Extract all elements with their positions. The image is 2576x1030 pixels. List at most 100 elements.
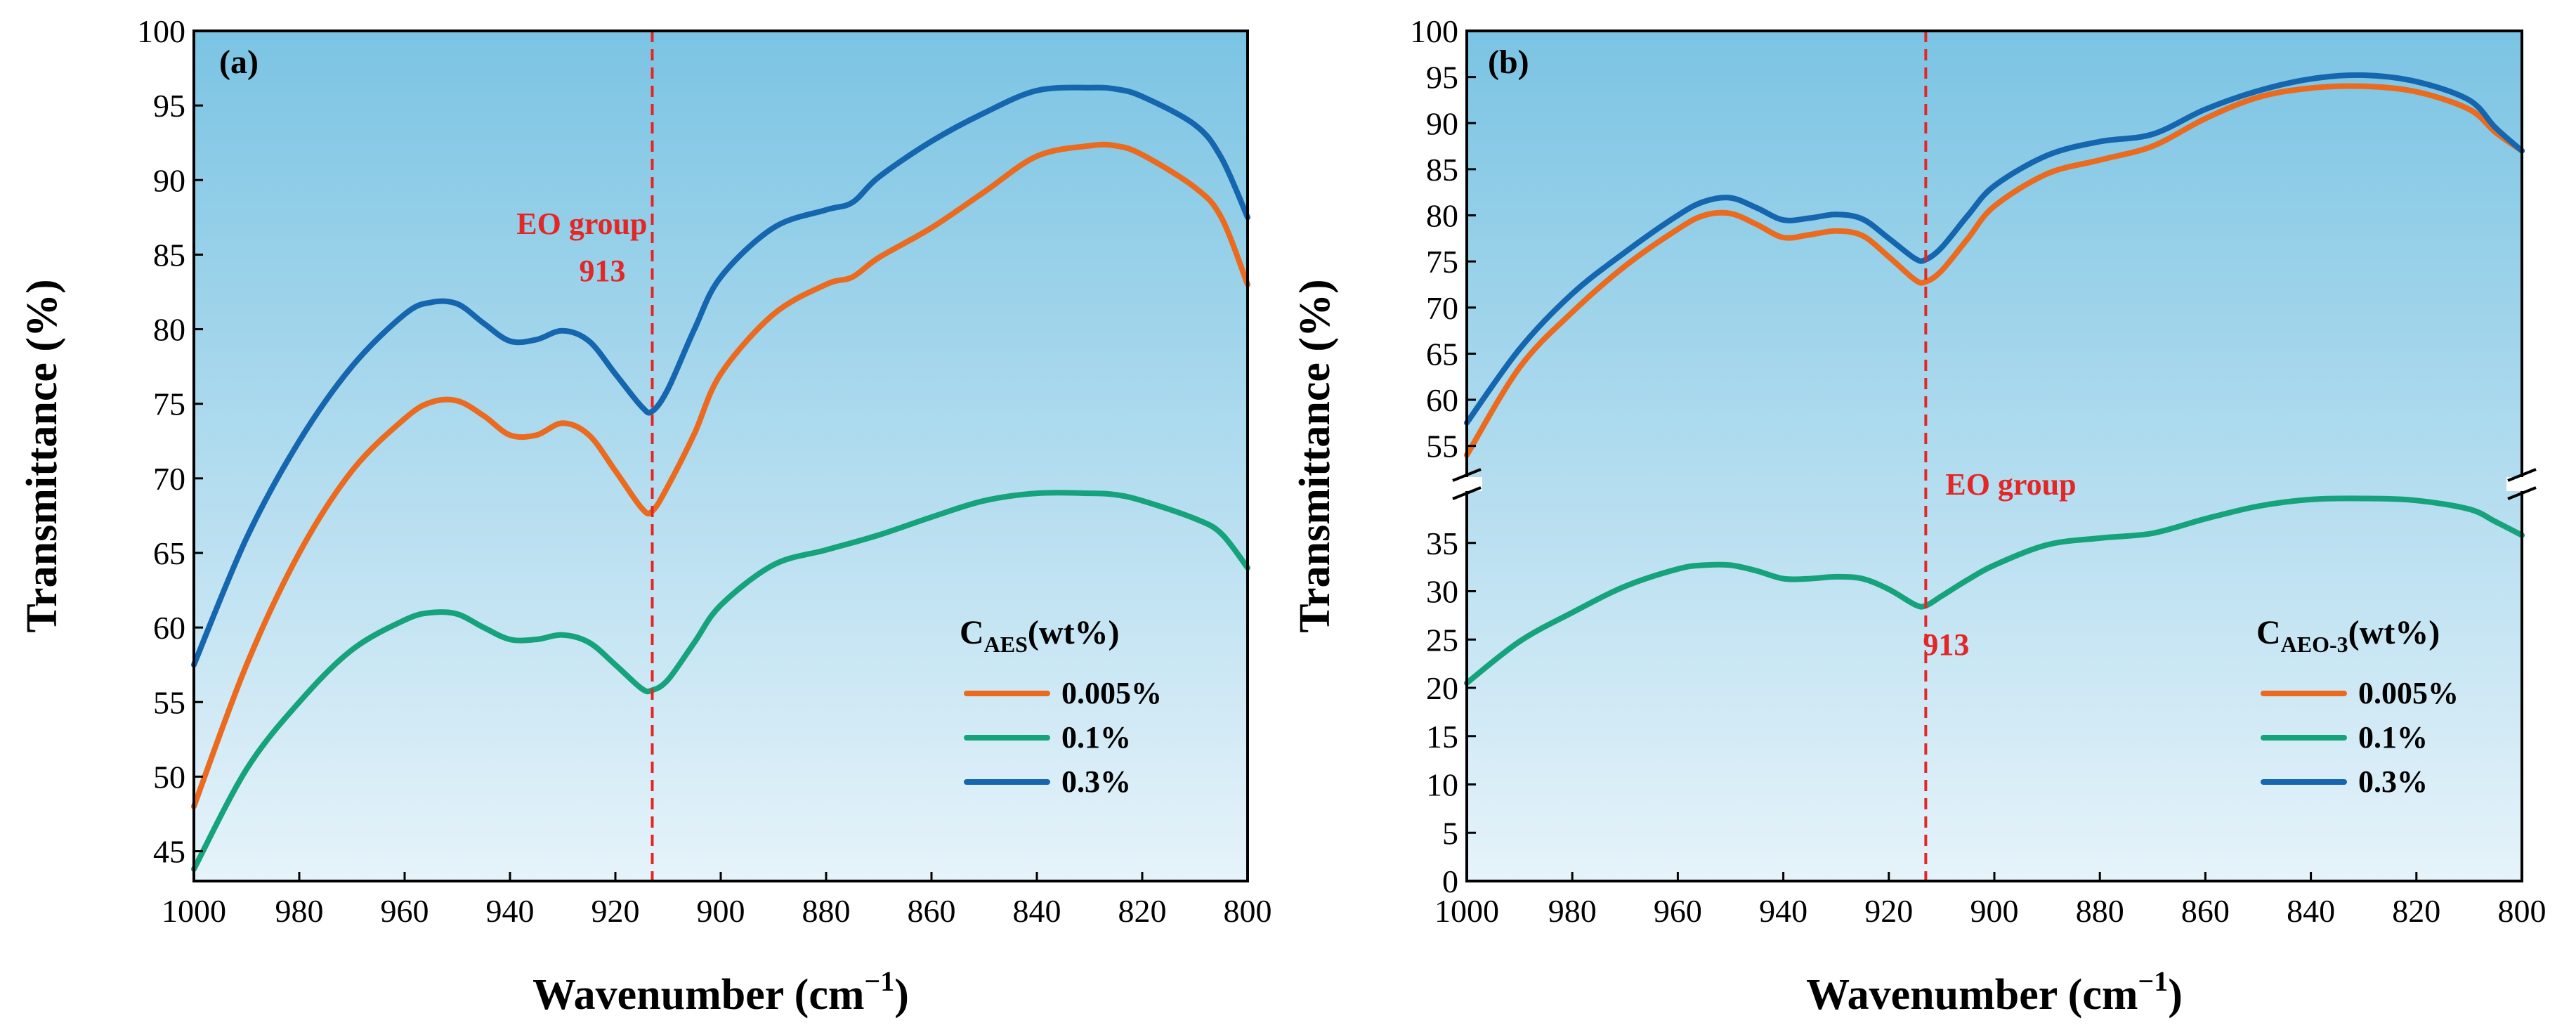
- series-line-0.005%: [1464, 83, 2525, 458]
- y-tick-label: 95: [1426, 60, 1458, 96]
- axis-break-mark: [1452, 486, 1482, 500]
- axis-break-gap-right: [2506, 477, 2537, 491]
- x-tick-label: 980: [1548, 893, 1597, 929]
- x-tick-label: 840: [2287, 893, 2335, 929]
- x-axis-ticks: 1000 980 960 940 920 900 880 860 840 820 800: [162, 872, 1272, 929]
- x-tick-label: 960: [1654, 893, 1702, 929]
- x-tick-label: 880: [2076, 893, 2124, 929]
- series-line-0.1%: [191, 490, 1250, 872]
- x-axis-title-close: ): [894, 971, 909, 1019]
- legend-title-sub: AES: [984, 632, 1028, 657]
- y-tick-label: 45: [153, 834, 185, 870]
- y-tick-label: 0: [1442, 863, 1458, 899]
- x-tick-label: 920: [1864, 893, 1913, 929]
- x-tick-label: 900: [697, 893, 745, 929]
- legend-label: 0.1%: [2358, 720, 2428, 755]
- legend-title-main: C: [960, 614, 984, 651]
- y-tick-label: 65: [1426, 336, 1458, 372]
- legend-label: 0.3%: [2358, 764, 2428, 799]
- legend-title-rest: (wt%): [2348, 614, 2440, 651]
- panel-a: EO group 913 45 50 55 60 65 70 75 80 85 90 95 100 1000…: [18, 13, 1272, 1019]
- panel-label: (b): [1488, 44, 1529, 81]
- x-tick-label: 820: [1118, 893, 1167, 929]
- y-axis-title: Transmittance (%): [18, 279, 66, 632]
- y-tick-label: 25: [1426, 622, 1458, 658]
- series-group: [191, 84, 1250, 872]
- axis-break-mark: [2507, 486, 2537, 500]
- annotation-value: 913: [580, 254, 626, 288]
- legend-label: 0.005%: [1061, 676, 1162, 710]
- x-tick-label: 880: [802, 893, 851, 929]
- x-tick-label: 860: [2181, 893, 2230, 929]
- x-tick-label: 920: [591, 893, 640, 929]
- y-tick-label: 90: [153, 162, 185, 198]
- y-tick-label: 70: [153, 461, 185, 497]
- x-tick-label: 980: [275, 893, 324, 929]
- x-tick-label: 1000: [162, 893, 226, 929]
- y-tick-label: 35: [1426, 526, 1458, 561]
- legend-label: 0.005%: [2358, 676, 2459, 710]
- annotation-label: EO group: [516, 207, 647, 241]
- y-tick-label: 50: [153, 759, 185, 795]
- series-line-0.005%: [191, 141, 1250, 809]
- x-tick-label: 940: [1759, 893, 1807, 929]
- y-tick-label: 75: [1426, 244, 1458, 280]
- y-tick-label: 85: [153, 237, 185, 273]
- y-axis-title: Transmittance (%): [1291, 279, 1339, 632]
- legend-title-rest: (wt%): [1028, 614, 1120, 651]
- y-tick-label: 20: [1426, 670, 1458, 706]
- x-axis-title: Wavenumber (cm−1): [1806, 965, 2183, 1019]
- legend-title: CAEO-3(wt%): [2256, 614, 2440, 657]
- y-tick-label: 80: [1426, 198, 1458, 234]
- y-tick-label: 60: [153, 610, 185, 646]
- x-axis-title-main: Wavenumber (cm: [1806, 971, 2138, 1019]
- y-tick-label: 70: [1426, 290, 1458, 326]
- legend-label: 0.1%: [1061, 720, 1131, 755]
- x-tick-label: 940: [486, 893, 535, 929]
- y-axis-ticks: 55 60 65 70 75 80 85 90 95 100 0 5 10 15 20 25 30 35: [1410, 13, 1476, 899]
- panel-label: (a): [219, 44, 259, 81]
- x-tick-label: 800: [2498, 893, 2546, 929]
- x-axis-ticks: 1000 980 960 940 920 900 880 860 840 820 800: [1434, 872, 2546, 929]
- panel-b: EO group91355606570758085909510005101520…: [1291, 13, 2546, 1019]
- legend-title-main: C: [2256, 614, 2281, 651]
- x-axis-title-sup: −1: [864, 965, 894, 997]
- y-tick-label: 15: [1426, 719, 1458, 755]
- y-tick-label: 55: [153, 684, 185, 720]
- x-axis-title-close: ): [2168, 971, 2183, 1019]
- x-tick-label: 800: [1224, 893, 1272, 929]
- x-tick-label: 900: [1970, 893, 2019, 929]
- y-tick-label: 5: [1442, 815, 1458, 851]
- y-tick-label: 75: [153, 386, 185, 422]
- x-tick-label: 860: [908, 893, 956, 929]
- y-axis-ticks: 45 50 55 60 65 70 75 80 85 90 95 100: [137, 13, 203, 870]
- y-tick-label: 55: [1426, 429, 1458, 464]
- y-tick-label: 100: [137, 13, 185, 49]
- y-tick-label: 60: [1426, 382, 1458, 418]
- x-tick-label: 840: [1013, 893, 1061, 929]
- x-axis-title-main: Wavenumber (cm: [532, 971, 864, 1019]
- axis-break-gap-left: [1451, 477, 1482, 491]
- y-tick-label: 100: [1410, 13, 1458, 49]
- annotation-label: EO group: [1945, 467, 2076, 502]
- x-tick-label: 960: [381, 893, 429, 929]
- x-axis-title-sup: −1: [2138, 965, 2168, 997]
- y-tick-label: 85: [1426, 152, 1458, 188]
- x-axis-title: Wavenumber (cm−1): [532, 965, 909, 1019]
- plot-background: [194, 31, 1248, 881]
- x-tick-label: 820: [2392, 893, 2440, 929]
- legend-title: CAES(wt%): [960, 614, 1120, 657]
- axis-break-mark: [2507, 468, 2537, 482]
- y-tick-label: 95: [153, 88, 185, 124]
- y-tick-label: 65: [153, 535, 185, 571]
- y-tick-label: 80: [153, 312, 185, 348]
- legend-title-sub: AEO-3: [2281, 632, 2348, 657]
- series-line-0.3%: [191, 84, 1250, 668]
- y-tick-label: 30: [1426, 574, 1458, 610]
- y-tick-label: 10: [1426, 767, 1458, 803]
- legend-label: 0.3%: [1061, 764, 1131, 799]
- axis-break-mark: [1452, 468, 1482, 482]
- x-tick-label: 1000: [1434, 893, 1499, 929]
- annotation-value: 913: [1923, 627, 1969, 662]
